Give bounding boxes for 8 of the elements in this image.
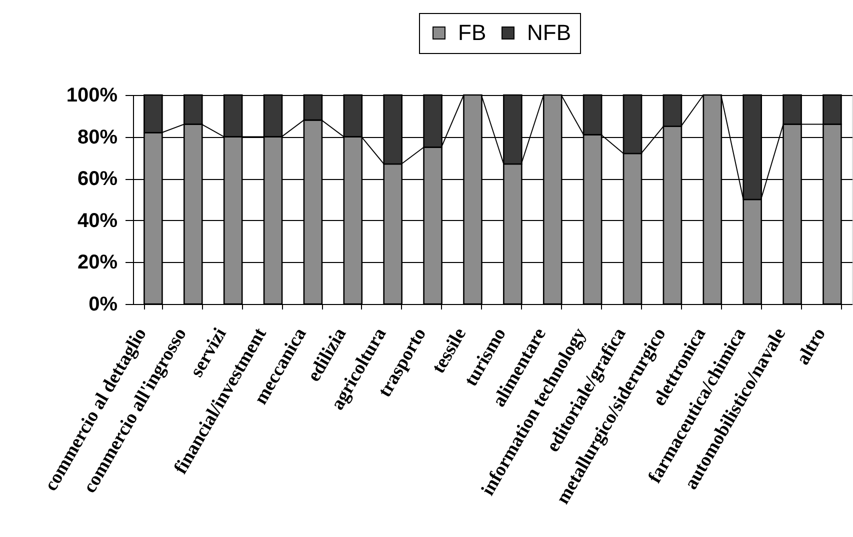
y-tick-label: 40% — [77, 210, 118, 232]
y-tick-label: 100% — [66, 84, 118, 106]
legend-label: NFB — [527, 20, 571, 45]
y-tick-label: 80% — [77, 126, 118, 148]
y-tick-label: 20% — [77, 252, 118, 274]
y-tick-label: 0% — [88, 294, 118, 316]
y-tick-label: 60% — [77, 168, 118, 190]
legend-label: FB — [458, 20, 486, 45]
